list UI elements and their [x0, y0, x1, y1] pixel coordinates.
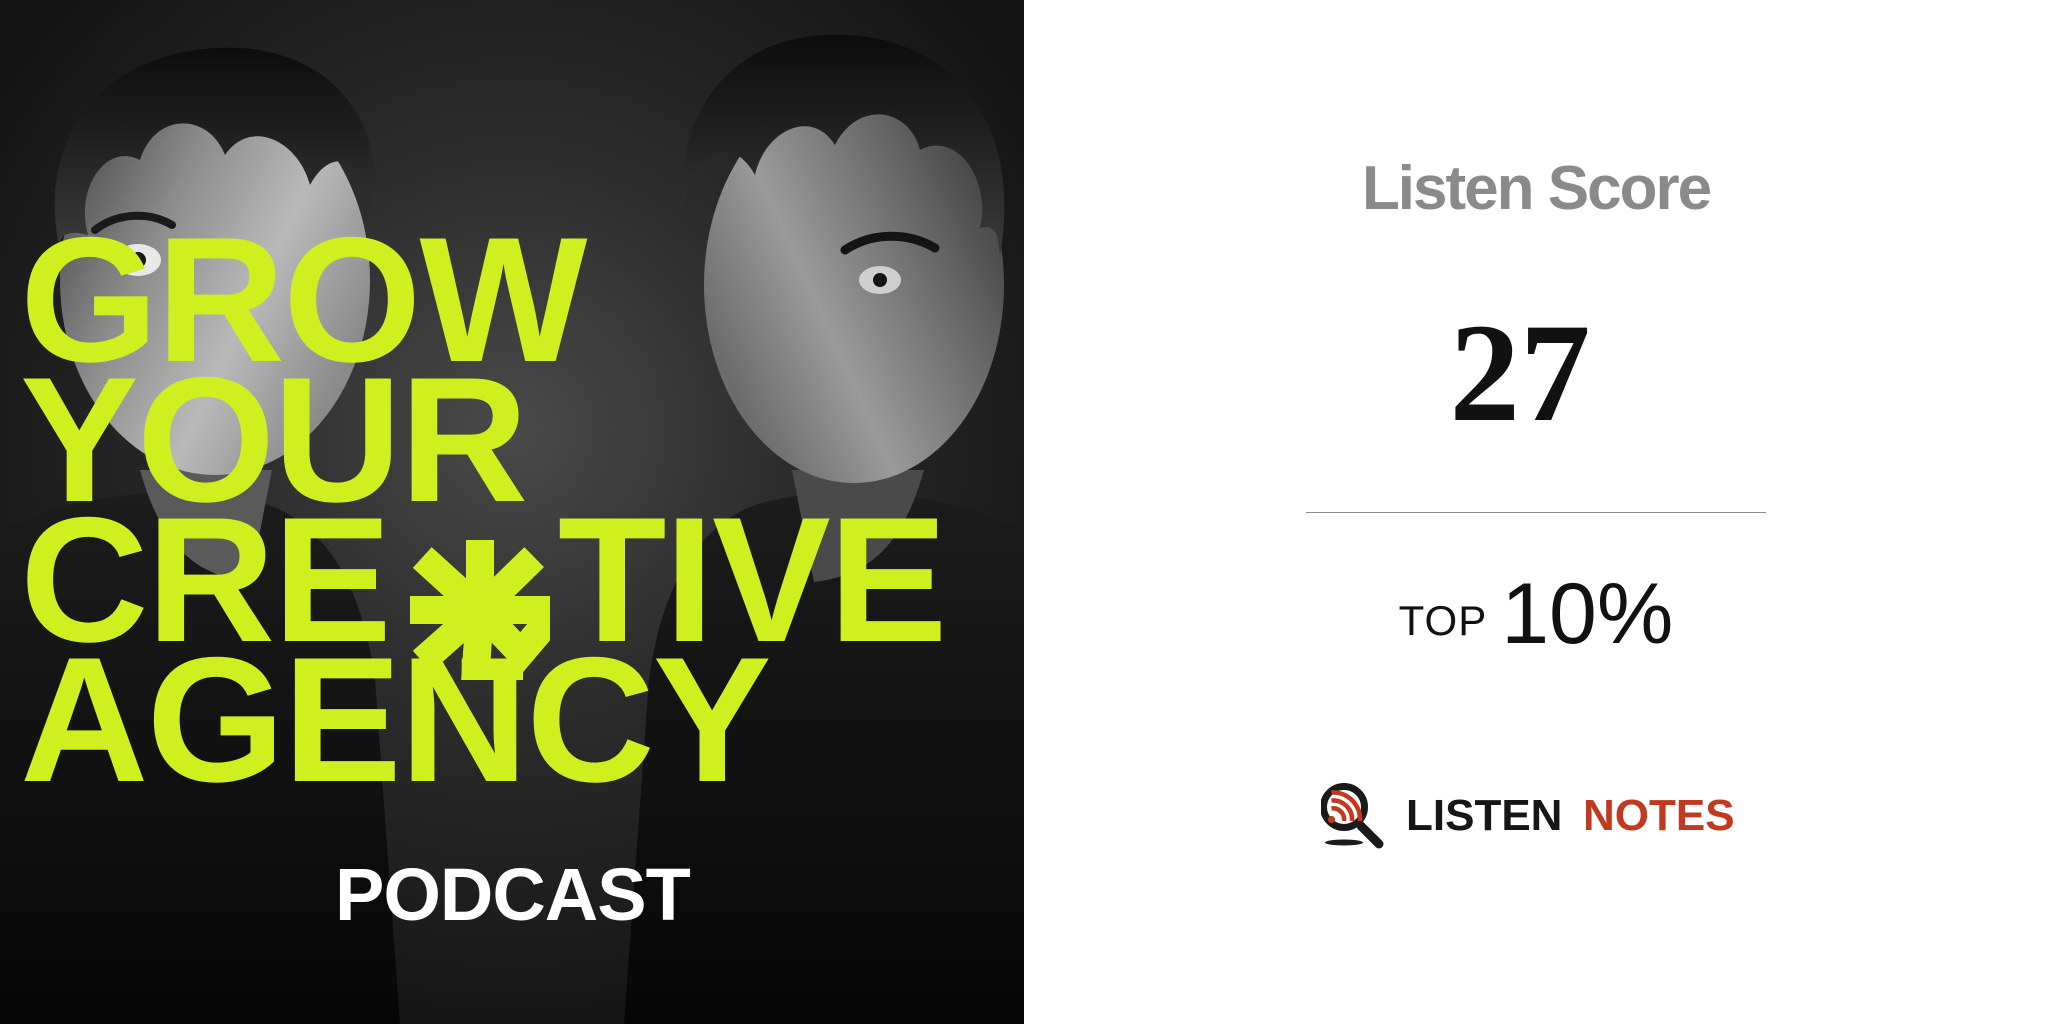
svg-text:NOTES: NOTES — [1583, 791, 1735, 840]
svg-text:LISTEN: LISTEN — [1406, 791, 1562, 840]
